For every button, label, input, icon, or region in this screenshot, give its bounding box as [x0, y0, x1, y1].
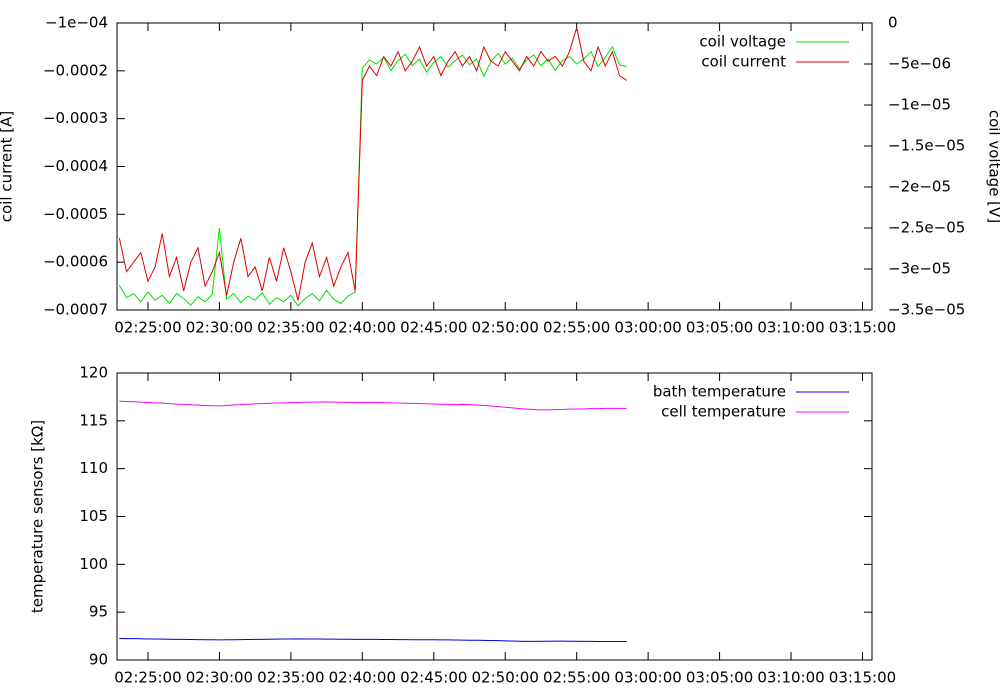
y-axis-label: coil current [A]	[0, 111, 16, 222]
x-tick-label: 03:00:00	[614, 669, 681, 687]
y-tick-label: 100	[79, 555, 108, 573]
x-tick-label: 03:00:00	[614, 319, 681, 337]
y-tick-label: −0.0003	[43, 109, 108, 127]
legend-label: bath temperature	[653, 383, 786, 401]
x-tick-label: 03:15:00	[829, 669, 896, 687]
y2-tick-label: 0	[888, 14, 898, 32]
series-line	[119, 637, 627, 643]
y2-axis-label: coil voltage [V]	[986, 110, 1000, 223]
y-tick-label: 120	[79, 364, 108, 382]
legend-label: cell temperature	[661, 403, 786, 421]
y2-tick-label: −5e−06	[888, 55, 951, 73]
x-tick-label: 02:25:00	[114, 669, 181, 687]
y-tick-label: 105	[79, 507, 108, 525]
x-tick-label: 02:45:00	[400, 319, 467, 337]
x-tick-label: 02:35:00	[257, 319, 324, 337]
x-tick-label: 02:40:00	[329, 319, 396, 337]
y2-tick-label: −2.5e−05	[888, 219, 965, 237]
y2-tick-label: −1.5e−05	[888, 137, 965, 155]
y-tick-label: −0.0002	[43, 61, 108, 79]
series-line	[118, 45, 627, 307]
y-tick-label: 110	[79, 459, 108, 477]
x-tick-label: 03:05:00	[686, 319, 753, 337]
x-tick-label: 02:40:00	[329, 669, 396, 687]
y2-tick-label: −1e−05	[888, 96, 951, 114]
x-tick-label: 02:50:00	[472, 319, 539, 337]
y2-tick-label: −2e−05	[888, 178, 951, 196]
series-line	[118, 27, 627, 301]
y-tick-label: −0.0006	[43, 253, 108, 271]
x-tick-label: 03:10:00	[757, 319, 824, 337]
y-tick-label: −0.0007	[43, 301, 108, 319]
y-tick-label: −0.0005	[43, 205, 108, 223]
y-tick-label: 115	[79, 411, 108, 429]
y2-tick-label: −3e−05	[888, 260, 951, 278]
x-tick-label: 02:30:00	[186, 669, 253, 687]
x-tick-label: 02:55:00	[543, 319, 610, 337]
x-tick-label: 02:30:00	[186, 319, 253, 337]
y2-tick-label: −3.5e−05	[888, 301, 965, 319]
y-tick-label: −0.0004	[43, 157, 108, 175]
x-tick-label: 03:15:00	[829, 319, 896, 337]
y-axis-label: temperature sensors [kΩ]	[29, 420, 47, 613]
legend-label: coil current	[701, 53, 786, 71]
series-line	[119, 400, 627, 411]
y-tick-label: 95	[89, 603, 108, 621]
x-tick-label: 02:55:00	[543, 669, 610, 687]
legend-label: coil voltage	[699, 33, 786, 51]
x-tick-label: 03:05:00	[686, 669, 753, 687]
x-tick-label: 02:25:00	[114, 319, 181, 337]
x-tick-label: 03:10:00	[757, 669, 824, 687]
x-tick-label: 02:50:00	[472, 669, 539, 687]
x-tick-label: 02:45:00	[400, 669, 467, 687]
x-tick-label: 02:35:00	[257, 669, 324, 687]
y-tick-label: 90	[89, 651, 108, 669]
y-tick-label: −1e−04	[45, 14, 108, 32]
